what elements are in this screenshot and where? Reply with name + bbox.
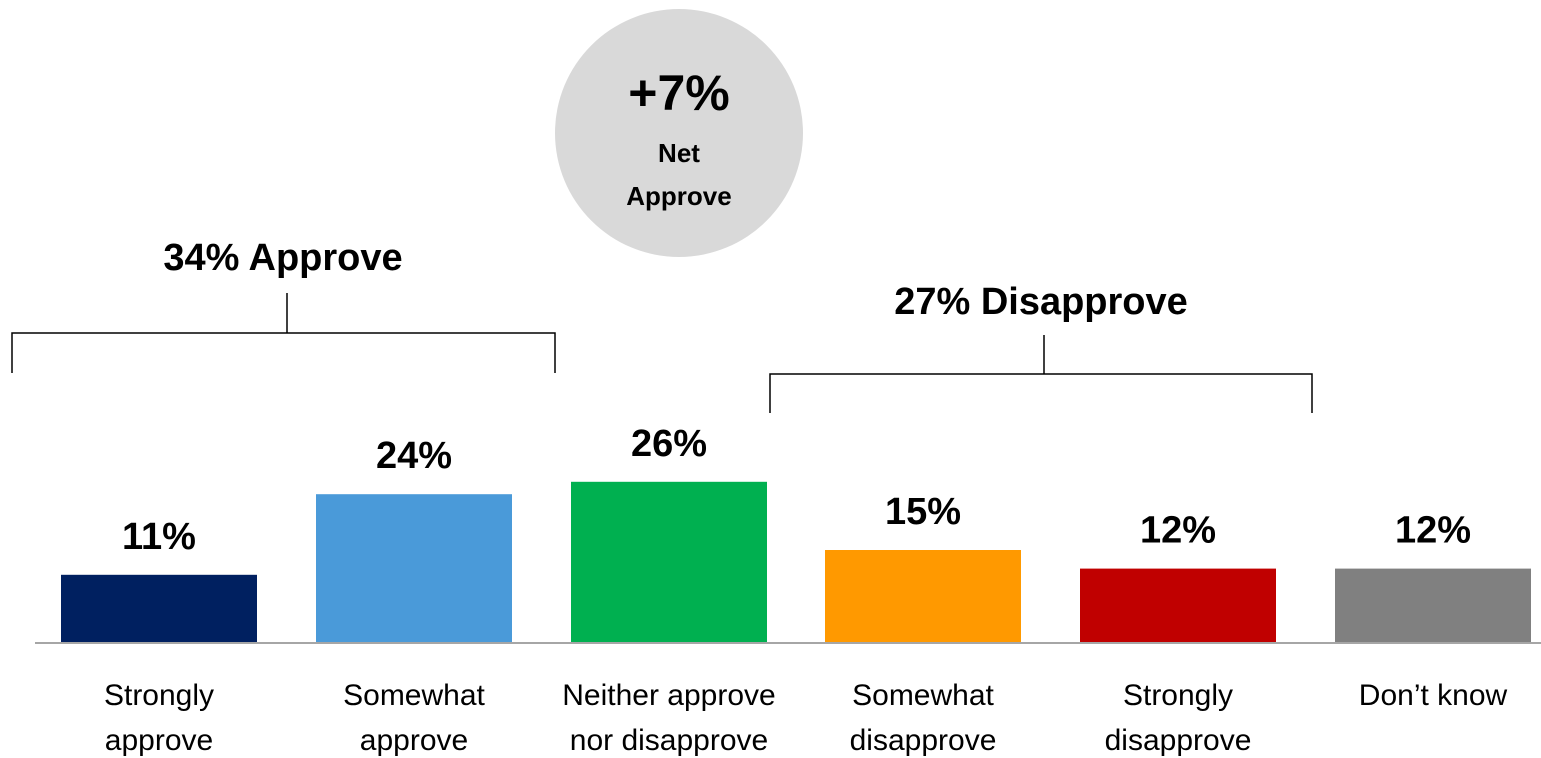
bar-6 <box>1335 568 1531 643</box>
data-label-2: 24% <box>376 435 452 477</box>
category-label-6: Don’t know <box>1359 679 1508 712</box>
bars-layer <box>61 481 1531 643</box>
data-label-6: 12% <box>1395 510 1471 552</box>
approve-group: 34% Approve <box>11 237 556 373</box>
bar-5 <box>1080 568 1276 643</box>
net-approve-badge: +7% Net Approve <box>555 9 803 257</box>
category-label-1: Strongly approve <box>104 679 214 757</box>
bar-2 <box>316 494 512 643</box>
net-approve-line1: Net <box>658 138 700 168</box>
bar-1 <box>61 574 257 643</box>
category-label-2: Somewhat approve <box>343 679 485 757</box>
category-label-5: Strongly disapprove <box>1105 679 1252 757</box>
net-approve-value: +7% <box>628 65 729 121</box>
bar-3 <box>571 481 767 643</box>
net-approve-line2: Approve <box>626 181 731 211</box>
bar-4 <box>825 550 1021 643</box>
data-label-1: 11% <box>122 516 196 558</box>
disapprove-bracket <box>769 335 1313 413</box>
data-label-3: 26% <box>631 423 707 465</box>
approve-group-label: 34% Approve <box>163 237 402 279</box>
category-label-3: Neither approve nor disapprove <box>562 679 775 757</box>
data-label-5: 12% <box>1140 510 1216 552</box>
disapprove-group-label: 27% Disapprove <box>894 281 1188 323</box>
data-label-4: 15% <box>885 491 961 533</box>
net-approve-circle <box>555 9 803 257</box>
labels-layer: 11% Strongly approve 24% Somewhat approve 26% N… <box>104 423 1508 757</box>
disapprove-group: 27% Disapprove <box>769 281 1313 413</box>
approve-bracket <box>11 293 556 373</box>
category-label-4: Somewhat disapprove <box>850 679 997 757</box>
